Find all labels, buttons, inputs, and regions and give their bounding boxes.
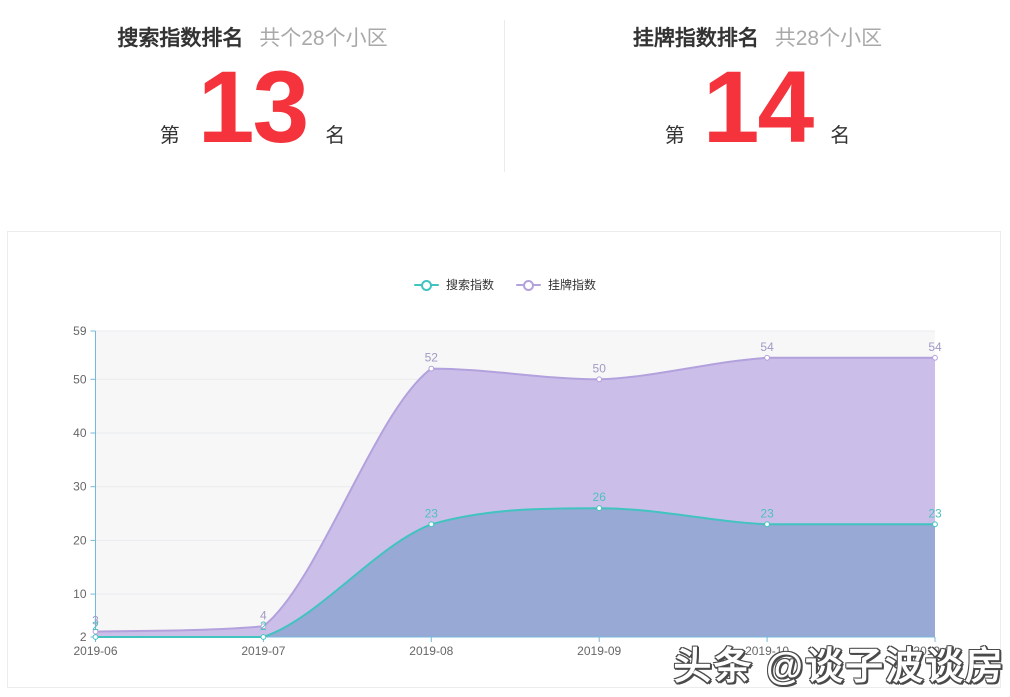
data-point-marker [92, 634, 99, 640]
series-line-挂牌指数 [95, 356, 935, 633]
panel-title: 搜索指数排名 [117, 27, 244, 50]
y-axis-label: 20 [73, 533, 87, 547]
data-point-marker [764, 354, 770, 361]
data-point-marker [260, 623, 267, 630]
data-point-label: 54 [928, 340, 942, 354]
rank-suffix: 名 [830, 125, 851, 147]
panel-subtitle: 共个28个小区 [259, 27, 388, 50]
data-point-label: 3 [92, 614, 99, 628]
watermark: 头条 @谈子波谈房 [673, 646, 1005, 688]
data-point-marker [428, 521, 435, 528]
x-axis-label: 2019-11 [913, 644, 956, 658]
x-axis-label: 2019-10 [745, 644, 789, 658]
line-series-icon [413, 280, 439, 291]
data-point-marker [932, 354, 938, 361]
series-line-搜索指数 [95, 507, 935, 639]
line-series-icon [516, 280, 541, 291]
rank-prefix: 第 [159, 125, 180, 147]
rank-suffix: 名 [325, 125, 346, 147]
rank-number: 14 [702, 50, 814, 164]
data-point-label: 4 [260, 608, 267, 622]
x-axis-label: 2019-09 [577, 644, 621, 658]
rank-value: 第 14 名 [664, 50, 851, 164]
data-point-marker [428, 365, 435, 372]
legend-item-search-index[interactable]: 搜索指数 [413, 276, 494, 293]
panel-title: 挂牌指数排名 [632, 27, 759, 50]
y-axis-label: 59 [73, 324, 87, 338]
data-point-label: 26 [593, 490, 607, 504]
data-point-label: 23 [425, 506, 439, 520]
data-point-label: 2 [92, 619, 99, 633]
y-axis-label: 10 [73, 587, 87, 601]
data-point-label: 54 [760, 340, 774, 354]
rank-prefix: 第 [664, 125, 685, 147]
panel-header: 搜索指数排名 共个28个小区 [117, 22, 387, 52]
x-axis-label: 2019-06 [73, 644, 117, 658]
rank-panel-search-index: 搜索指数排名 共个28个小区 第 13 名 [0, 0, 505, 228]
x-axis-label: 2019-07 [241, 644, 285, 658]
data-point-label: 52 [425, 351, 439, 365]
circle-marker-icon [420, 280, 432, 291]
x-axis-label: 2019-08 [409, 644, 453, 658]
rank-value: 第 13 名 [159, 50, 346, 164]
data-point-marker [764, 521, 770, 528]
panel-header: 挂牌指数排名 共28个小区 [633, 22, 882, 52]
series-area-搜索指数 [95, 508, 935, 637]
y-axis-label: 30 [73, 480, 87, 494]
data-point-marker [596, 505, 603, 512]
data-point-label: 23 [760, 506, 774, 520]
y-axis-label: 2 [80, 630, 87, 644]
panel-subtitle: 共28个小区 [774, 27, 883, 50]
rank-section: 搜索指数排名 共个28个小区 第 13 名 挂牌指数排名 共28个小区 第 14… [0, 0, 1010, 228]
circle-marker-icon [523, 280, 534, 291]
y-axis-label: 50 [73, 372, 87, 386]
y-axis-label: 40 [73, 426, 87, 440]
chart-legend: 搜索指数 挂牌指数 [0, 276, 1010, 293]
panel-divider [504, 20, 505, 172]
data-point-label: 23 [928, 506, 942, 520]
rank-panel-listing-index: 挂牌指数排名 共28个小区 第 14 名 [505, 0, 1010, 228]
legend-label: 挂牌指数 [548, 278, 597, 292]
data-point-marker [596, 376, 603, 383]
rank-number: 13 [197, 50, 309, 164]
legend-label: 搜索指数 [445, 278, 494, 292]
data-point-label: 2 [260, 619, 267, 633]
legend-item-listing-index[interactable]: 挂牌指数 [516, 276, 596, 293]
data-point-marker [260, 634, 267, 640]
data-point-label: 50 [593, 361, 607, 375]
data-point-marker [92, 628, 99, 635]
data-point-marker [932, 521, 938, 528]
